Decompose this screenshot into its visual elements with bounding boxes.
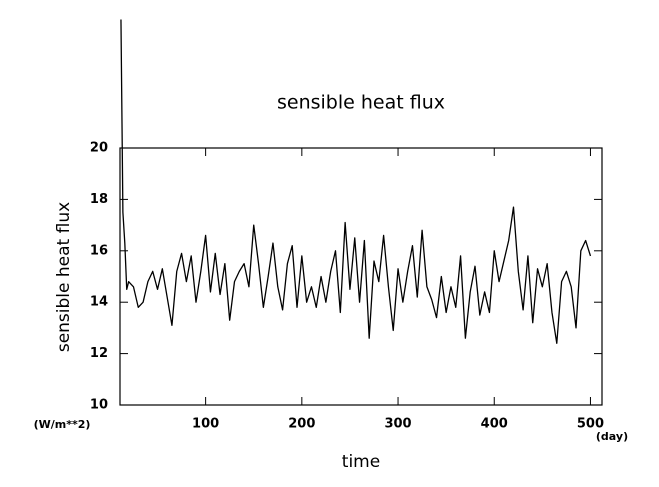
plot-frame	[119, 147, 603, 406]
x-tick-label: 100	[192, 417, 219, 432]
x-axis-label: time	[342, 452, 380, 472]
y-tick-label: 10	[90, 398, 108, 413]
y-tick-label: 20	[90, 141, 108, 156]
chart-title: sensible heat flux	[277, 92, 445, 114]
x-tick-label: 300	[384, 417, 411, 432]
x-tick-label: 500	[577, 417, 604, 432]
y-tick-label: 18	[90, 192, 108, 207]
data-line	[120, 19, 592, 344]
y-tick-label: 12	[90, 346, 108, 361]
x-unit: (day)	[596, 430, 628, 443]
x-tick-label: 200	[288, 417, 315, 432]
y-axis-label: sensible heat flux	[54, 202, 74, 352]
y-tick-label: 14	[90, 295, 108, 310]
y-unit: (W/m**2)	[34, 418, 91, 431]
x-tick-label: 400	[481, 417, 508, 432]
y-tick-label: 16	[90, 243, 108, 258]
